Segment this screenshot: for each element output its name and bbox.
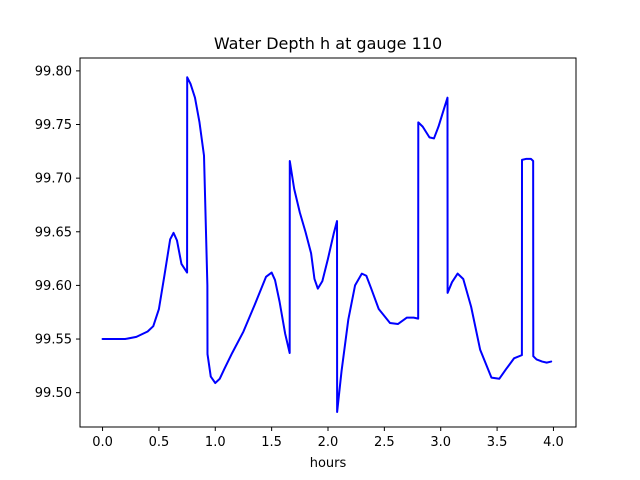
x-tick-label: 2.0 bbox=[318, 435, 339, 450]
y-tick-label: 99.70 bbox=[35, 172, 72, 187]
y-tick-label: 99.50 bbox=[35, 386, 72, 401]
water-depth-series-line bbox=[101, 76, 553, 413]
x-tick-label: 3.5 bbox=[487, 435, 508, 450]
y-tick-label: 99.80 bbox=[35, 64, 72, 79]
x-axis-label: hours bbox=[310, 456, 347, 471]
plot-series bbox=[101, 76, 553, 413]
y-tick-label: 99.75 bbox=[35, 118, 72, 133]
y-tick-label: 99.60 bbox=[35, 279, 72, 294]
x-ticks: 0.0 0.5 1.0 1.5 2.0 2.5 3.0 3.5 4.0 bbox=[92, 427, 564, 450]
chart-title: Water Depth h at gauge 110 bbox=[214, 34, 442, 53]
x-tick-label: 0.0 bbox=[92, 435, 113, 450]
y-tick-label: 99.55 bbox=[35, 333, 72, 348]
y-tick-label: 99.65 bbox=[35, 225, 72, 240]
y-ticks: 99.50 99.55 99.60 99.65 99.70 99.75 99.80 bbox=[35, 64, 80, 401]
x-tick-label: 2.5 bbox=[374, 435, 395, 450]
x-tick-label: 1.0 bbox=[205, 435, 226, 450]
x-tick-label: 0.5 bbox=[149, 435, 170, 450]
x-tick-label: 1.5 bbox=[261, 435, 282, 450]
x-tick-label: 4.0 bbox=[543, 435, 564, 450]
plot-area-frame bbox=[79, 57, 577, 428]
x-tick-label: 3.0 bbox=[430, 435, 451, 450]
